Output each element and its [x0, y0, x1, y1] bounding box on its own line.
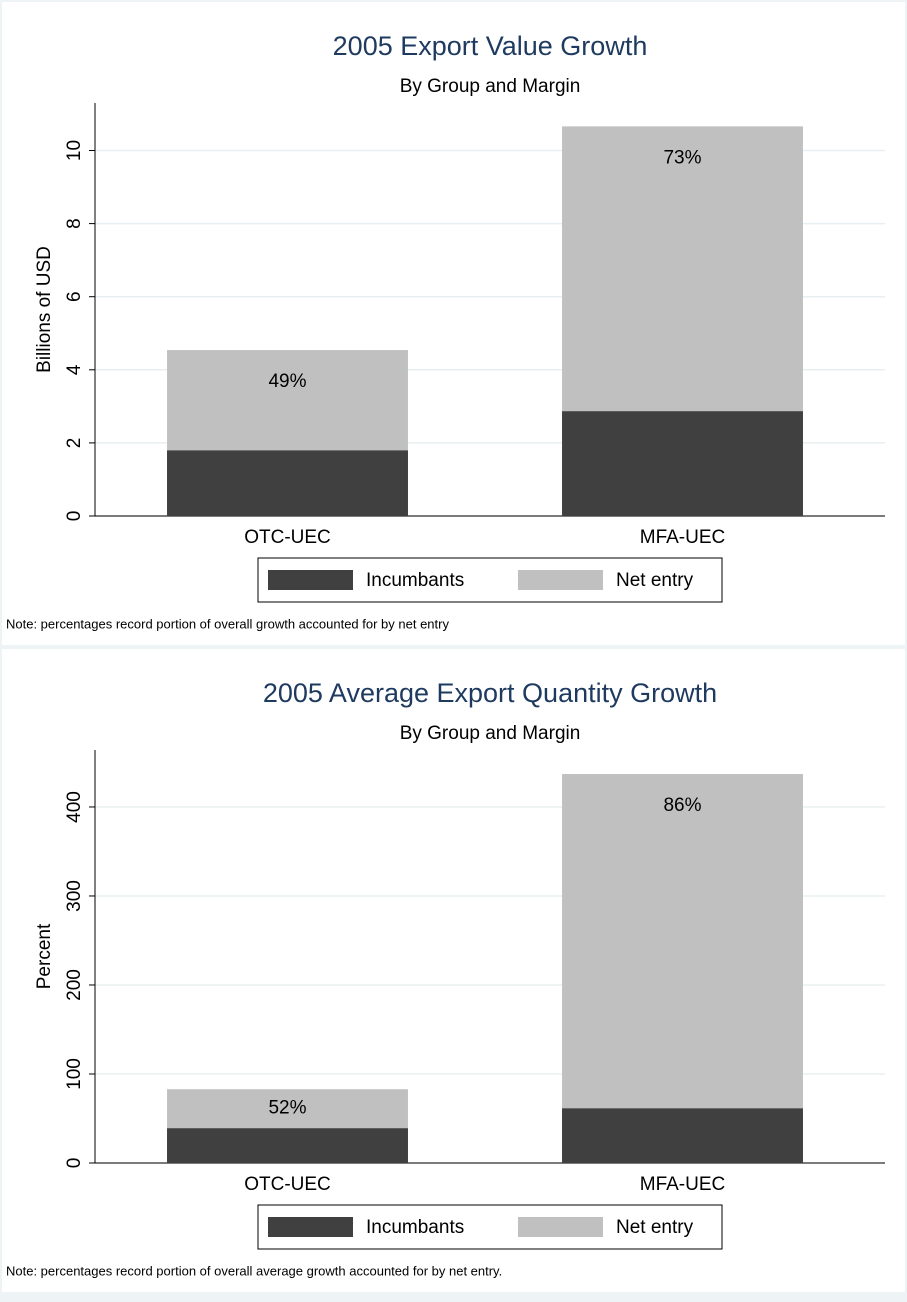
- y-tick-label: 10: [64, 140, 85, 161]
- x-tick-label: OTC-UEC: [244, 527, 331, 548]
- chart-title: 2005 Export Value Growth: [333, 31, 648, 61]
- chart-title: 2005 Average Export Quantity Growth: [263, 678, 717, 708]
- bar: [562, 774, 803, 1109]
- bar: [167, 450, 408, 516]
- x-tick-label: MFA-UEC: [640, 527, 726, 548]
- y-tick-label: 0: [64, 511, 85, 522]
- y-tick-label: 100: [64, 1058, 85, 1090]
- legend-swatch: [268, 570, 353, 590]
- y-axis-title: Percent: [34, 923, 55, 989]
- y-tick-label: 0: [64, 1158, 85, 1169]
- y-tick-label: 200: [64, 969, 85, 1001]
- y-axis-title: Billions of USD: [34, 246, 55, 373]
- x-tick-label: MFA-UEC: [640, 1174, 726, 1195]
- y-tick-label: 8: [64, 218, 85, 229]
- y-tick-label: 400: [64, 791, 85, 823]
- annotation: 52%: [268, 1098, 306, 1119]
- chart-subtitle: By Group and Margin: [400, 76, 581, 97]
- y-tick-label: 2: [64, 438, 85, 449]
- annotation: 73%: [663, 147, 701, 168]
- bar: [562, 1108, 803, 1163]
- x-tick-label: OTC-UEC: [244, 1174, 331, 1195]
- chart-note: Note: percentages record portion of over…: [6, 616, 449, 631]
- annotation: 49%: [268, 371, 306, 392]
- y-tick-label: 6: [64, 291, 85, 302]
- y-tick-label: 4: [64, 364, 85, 375]
- legend-label: Incumbants: [366, 570, 464, 591]
- legend-label: Net entry: [616, 570, 694, 591]
- bar: [562, 411, 803, 516]
- legend-label: Net entry: [616, 1217, 694, 1238]
- y-tick-label: 300: [64, 880, 85, 912]
- bar: [167, 1128, 408, 1163]
- legend-swatch: [268, 1217, 353, 1237]
- legend-swatch: [518, 570, 603, 590]
- bar: [167, 350, 408, 451]
- bar: [167, 1089, 408, 1129]
- chart-note: Note: percentages record portion of over…: [6, 1263, 502, 1278]
- chart-subtitle: By Group and Margin: [400, 723, 581, 744]
- annotation: 86%: [663, 795, 701, 816]
- bar: [562, 126, 803, 412]
- legend-label: Incumbants: [366, 1217, 464, 1238]
- legend-swatch: [518, 1217, 603, 1237]
